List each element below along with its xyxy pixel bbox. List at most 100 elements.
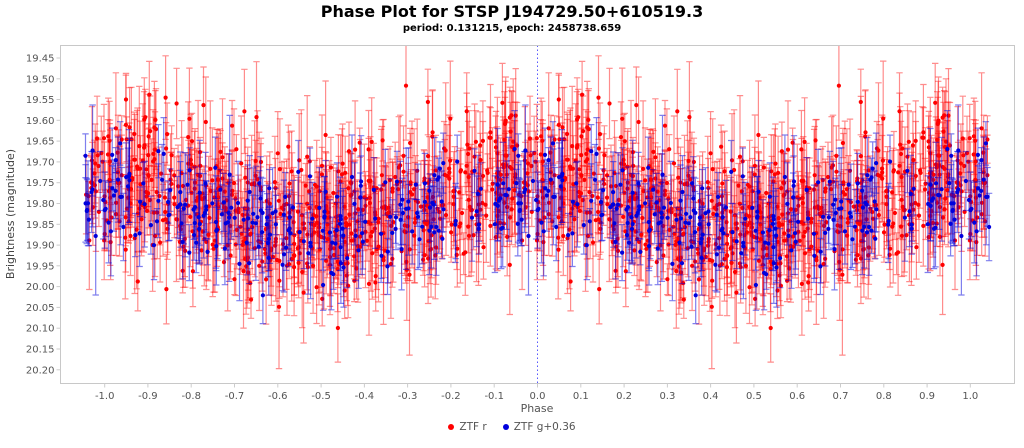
data-point bbox=[544, 193, 549, 198]
data-point bbox=[710, 278, 715, 283]
data-point bbox=[734, 239, 739, 244]
data-point bbox=[768, 325, 773, 331]
data-point bbox=[158, 240, 163, 245]
data-point bbox=[194, 240, 199, 245]
data-point bbox=[696, 277, 702, 282]
data-point bbox=[123, 122, 128, 127]
data-point bbox=[539, 134, 544, 139]
data-point bbox=[516, 153, 521, 158]
data-point bbox=[296, 260, 301, 265]
data-point bbox=[119, 194, 124, 199]
data-point bbox=[668, 200, 673, 206]
data-point bbox=[596, 146, 602, 151]
data-point bbox=[390, 189, 395, 194]
data-point bbox=[512, 188, 517, 193]
data-point bbox=[135, 166, 140, 171]
data-point bbox=[952, 217, 957, 222]
data-point bbox=[469, 215, 475, 220]
data-point bbox=[899, 174, 904, 180]
data-point bbox=[464, 109, 469, 114]
data-point bbox=[773, 161, 778, 166]
data-point bbox=[881, 230, 887, 235]
data-point bbox=[734, 290, 739, 295]
data-point bbox=[257, 181, 262, 186]
data-point bbox=[110, 152, 115, 157]
data-point bbox=[101, 136, 107, 141]
data-point bbox=[380, 138, 385, 143]
data-point bbox=[654, 200, 659, 205]
data-point bbox=[292, 265, 297, 270]
data-point bbox=[596, 95, 601, 100]
data-point bbox=[107, 138, 112, 143]
page-title: Phase Plot for STSP J194729.50+610519.3 bbox=[320, 2, 704, 21]
data-point bbox=[641, 166, 646, 171]
data-point bbox=[448, 158, 453, 163]
data-point bbox=[90, 187, 95, 192]
data-point bbox=[900, 204, 905, 209]
data-point bbox=[496, 198, 501, 203]
y-tick-label: 19.85 bbox=[26, 220, 55, 231]
data-point bbox=[343, 221, 349, 226]
data-point bbox=[425, 99, 430, 105]
data-point bbox=[880, 170, 885, 175]
data-point bbox=[527, 136, 533, 141]
data-point bbox=[331, 190, 336, 196]
data-point bbox=[163, 95, 168, 100]
x-tick-label: 0.9 bbox=[919, 391, 935, 402]
data-point bbox=[818, 249, 823, 254]
data-point bbox=[779, 149, 785, 154]
data-point bbox=[314, 184, 319, 189]
data-point bbox=[142, 117, 147, 122]
data-point bbox=[634, 103, 639, 108]
data-point bbox=[604, 195, 610, 200]
data-point bbox=[373, 274, 378, 279]
data-point bbox=[106, 134, 111, 139]
data-point bbox=[638, 249, 643, 254]
data-point bbox=[307, 174, 313, 179]
data-point bbox=[839, 206, 844, 211]
data-point bbox=[422, 253, 427, 258]
data-point bbox=[873, 236, 878, 241]
data-point bbox=[929, 198, 934, 203]
data-point bbox=[301, 239, 306, 244]
data-point bbox=[115, 177, 121, 182]
x-tick-label: 0.4 bbox=[703, 391, 719, 402]
data-point bbox=[823, 230, 828, 235]
data-point bbox=[595, 195, 600, 200]
data-point bbox=[250, 220, 255, 225]
data-point bbox=[943, 196, 948, 201]
data-point bbox=[914, 245, 919, 250]
data-point bbox=[493, 139, 498, 144]
data-point bbox=[277, 167, 282, 172]
data-point bbox=[427, 228, 432, 233]
data-point bbox=[360, 239, 365, 244]
data-point bbox=[891, 168, 897, 173]
data-point bbox=[541, 229, 546, 234]
data-point bbox=[525, 171, 530, 176]
data-point bbox=[816, 180, 821, 185]
data-point bbox=[753, 282, 759, 288]
data-point bbox=[863, 130, 868, 135]
data-point bbox=[95, 136, 100, 141]
data-point bbox=[665, 215, 670, 220]
data-point bbox=[614, 206, 619, 211]
data-point bbox=[577, 194, 582, 199]
data-point bbox=[523, 187, 528, 192]
page-subtitle: period: 0.131215, epoch: 2458738.659 bbox=[402, 23, 622, 34]
data-point bbox=[458, 221, 463, 226]
data-point bbox=[799, 147, 804, 152]
data-point bbox=[314, 285, 319, 290]
data-point bbox=[959, 233, 964, 239]
data-point bbox=[565, 131, 570, 137]
data-point bbox=[764, 190, 769, 196]
data-point bbox=[568, 166, 573, 171]
data-point bbox=[899, 233, 905, 238]
data-point bbox=[897, 163, 902, 168]
data-point bbox=[245, 198, 250, 203]
data-point bbox=[584, 151, 589, 156]
y-tick-label: 19.75 bbox=[26, 178, 55, 189]
data-point bbox=[880, 166, 885, 171]
data-point bbox=[653, 155, 658, 160]
data-point bbox=[443, 213, 449, 218]
